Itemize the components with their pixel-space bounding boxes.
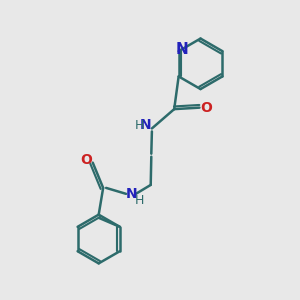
Text: N: N xyxy=(140,118,152,133)
Text: O: O xyxy=(200,100,212,115)
Text: O: O xyxy=(80,153,92,167)
Text: N: N xyxy=(126,187,137,201)
Text: H: H xyxy=(135,119,144,132)
Text: N: N xyxy=(176,42,189,57)
Text: H: H xyxy=(135,194,144,207)
